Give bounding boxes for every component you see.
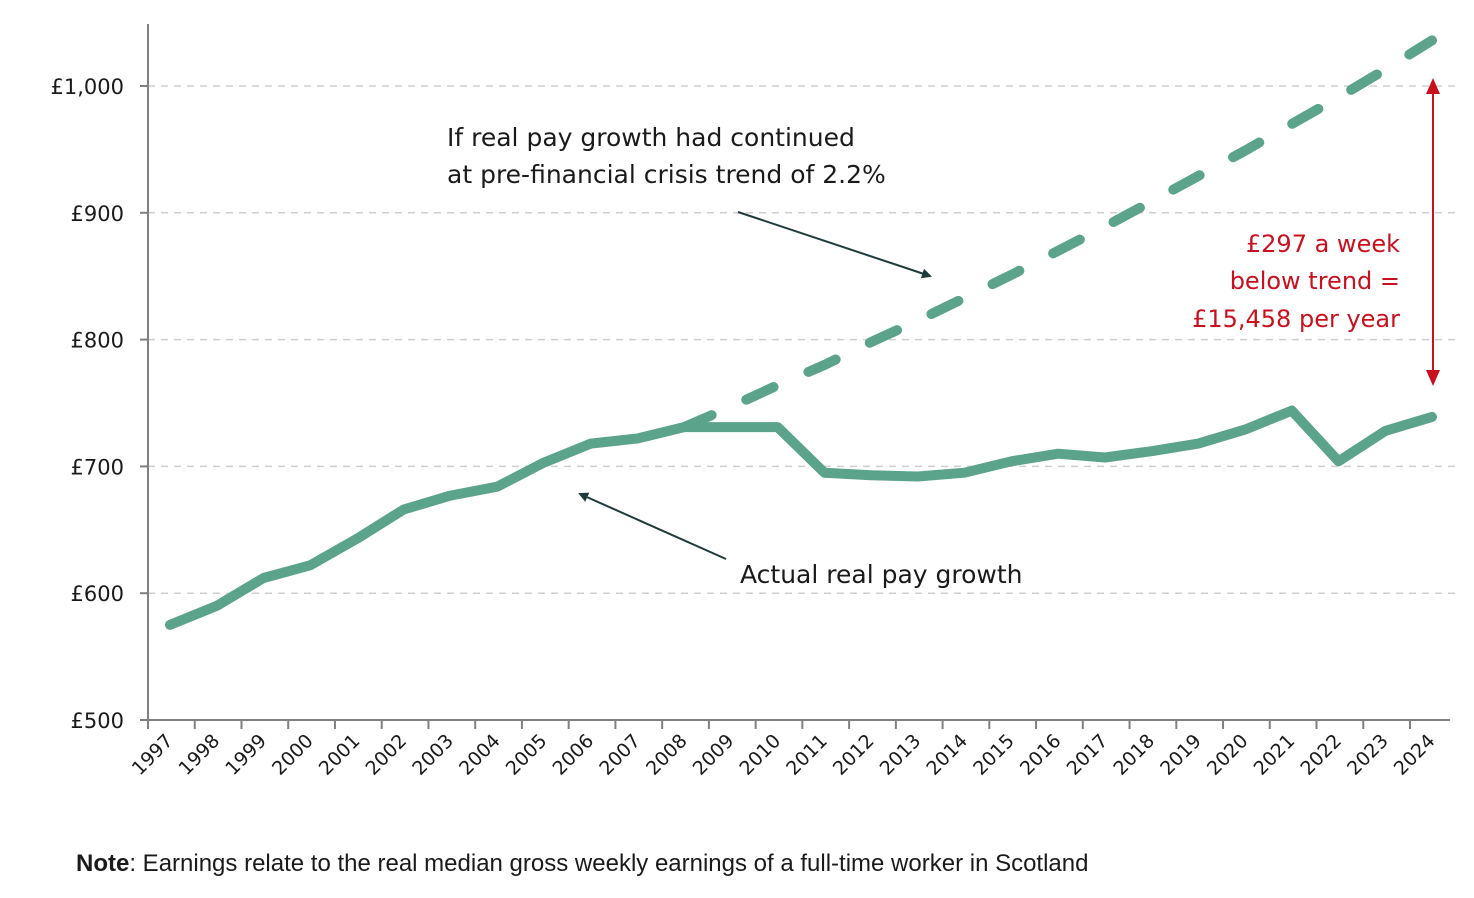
trend-annotation-line2: at pre-financial crisis trend of 2.2% xyxy=(447,160,886,189)
x-tick-label: 2006 xyxy=(548,730,598,780)
x-tick-label: 2018 xyxy=(1109,730,1159,780)
x-tick-label: 2000 xyxy=(268,730,318,780)
x-tick-label: 2021 xyxy=(1250,730,1300,780)
x-tick-label: 2004 xyxy=(455,730,505,780)
x-tick-label: 2017 xyxy=(1063,730,1113,780)
x-tick-label: 2011 xyxy=(782,730,832,780)
x-tick-label: 1997 xyxy=(128,730,178,780)
footnote-bold: Note xyxy=(76,850,130,877)
x-tick-label: 2024 xyxy=(1390,730,1440,780)
actual-annotation: Actual real pay growth xyxy=(740,560,1023,589)
x-tick-label: 2019 xyxy=(1156,730,1206,780)
footnote: Note: Earnings relate to the real median… xyxy=(76,850,1088,878)
gap-annotation-line1: £297 a week xyxy=(1246,230,1400,258)
y-axis-ticks: £500 £600 £700 £800 £900 £1,000 xyxy=(51,75,148,733)
footnote-text: : Earnings relate to the real median gro… xyxy=(129,850,1089,877)
x-tick-label: 2003 xyxy=(408,730,458,780)
x-tick-label: 1998 xyxy=(175,730,225,780)
gap-double-arrow xyxy=(1426,78,1440,386)
x-tick-label: 2020 xyxy=(1203,730,1253,780)
x-tick-label: 2014 xyxy=(922,730,972,780)
x-tick-label: 2009 xyxy=(689,730,739,780)
x-tick-label: 2005 xyxy=(502,730,552,780)
y-tick-label: £800 xyxy=(71,329,124,353)
x-axis-ticks: 1997199819992000200120022003200420052006… xyxy=(128,720,1440,780)
x-tick-label: 2008 xyxy=(642,730,692,780)
gap-annotation-line2: below trend = xyxy=(1230,267,1400,295)
x-tick-label: 2001 xyxy=(315,730,365,780)
actual-line xyxy=(165,405,1437,630)
y-tick-label: £600 xyxy=(71,582,124,606)
actual-annotation-arrow xyxy=(578,492,727,560)
x-tick-label: 2023 xyxy=(1343,730,1393,780)
gap-arrow-head-down xyxy=(1426,370,1440,386)
x-tick-label: 2012 xyxy=(829,730,879,780)
gridlines xyxy=(148,85,1455,594)
series-lines xyxy=(165,35,1437,630)
x-tick-label: 2022 xyxy=(1296,730,1346,780)
x-tick-label: 2002 xyxy=(361,730,411,780)
x-tick-label: 1999 xyxy=(221,730,271,780)
y-tick-label: £1,000 xyxy=(51,75,124,99)
trend-annotation-line1: If real pay growth had continued xyxy=(447,123,855,152)
y-tick-label: £900 xyxy=(71,202,124,226)
y-tick-label: £500 xyxy=(71,709,124,733)
x-tick-label: 2007 xyxy=(595,730,645,780)
gap-arrow-head-up xyxy=(1426,78,1440,94)
axes xyxy=(147,24,1450,721)
x-tick-label: 2013 xyxy=(876,730,926,780)
trend-annotation-arrow xyxy=(737,211,932,279)
y-tick-label: £700 xyxy=(71,455,124,479)
x-tick-label: 2010 xyxy=(735,730,785,780)
x-tick-label: 2016 xyxy=(1016,730,1066,780)
x-tick-label: 2015 xyxy=(969,730,1019,780)
trend-line xyxy=(679,35,1437,433)
gap-annotation-line3: £15,458 per year xyxy=(1192,305,1400,333)
line-chart: £500£600£700£800£900£1,000 1997199819992… xyxy=(51,24,1455,780)
